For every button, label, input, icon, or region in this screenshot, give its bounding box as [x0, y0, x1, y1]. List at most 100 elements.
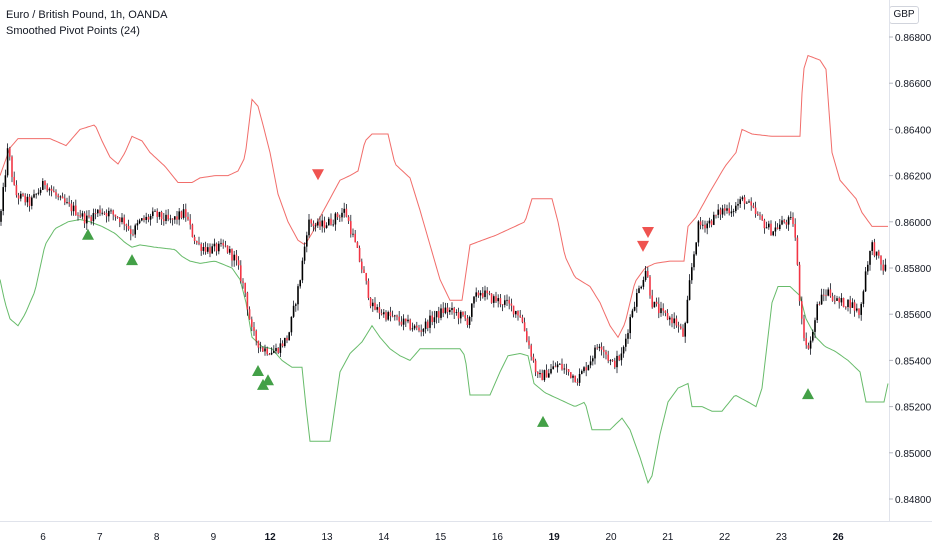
candle-body — [873, 242, 876, 256]
candle-body — [26, 196, 29, 203]
candle-body — [345, 208, 348, 217]
candle-body — [796, 237, 799, 265]
time-tick-label: 12 — [265, 532, 277, 543]
candle-body — [356, 242, 359, 248]
candle-body — [831, 296, 834, 301]
candle-body — [169, 218, 172, 220]
time-tick-label: 8 — [154, 532, 160, 543]
candle-body — [563, 368, 565, 370]
candle-body — [853, 302, 856, 311]
time-tick-label: 14 — [378, 532, 390, 543]
candle-body — [660, 308, 662, 314]
candle-body — [262, 347, 264, 352]
candle-body — [42, 181, 44, 190]
candle-body — [616, 355, 618, 368]
candle-body — [277, 348, 279, 353]
candle-body — [543, 370, 546, 381]
candle-body — [387, 312, 389, 320]
candle-body — [453, 308, 455, 313]
candle-body — [259, 347, 262, 349]
time-tick-label: 6 — [40, 532, 46, 543]
candle-body — [405, 318, 407, 322]
time-axis[interactable]: 6 7 8 9 12 13 14 15 16 19 20 21 22 23 26 — [0, 521, 932, 544]
candle-body — [829, 289, 832, 297]
candle-body — [640, 286, 642, 289]
candle-body — [706, 223, 708, 229]
candle-body — [812, 331, 814, 341]
candle-body — [268, 354, 271, 355]
time-tick-label: 9 — [211, 532, 217, 543]
candle-body — [233, 254, 235, 261]
candle-body — [664, 310, 667, 313]
candle-body — [279, 343, 282, 353]
candle-body — [116, 216, 119, 218]
symbol-title[interactable]: Euro / British Pound, 1h, OANDA — [6, 9, 168, 21]
candle-body — [189, 219, 191, 225]
candle-body — [473, 296, 475, 304]
candle-body — [662, 308, 664, 311]
candle-body — [867, 264, 869, 272]
candle-body — [779, 224, 781, 229]
candle-body — [567, 369, 570, 373]
candle-body — [365, 273, 367, 281]
candle-body — [290, 316, 293, 333]
candle-body — [255, 330, 257, 341]
candle-body — [105, 212, 108, 217]
candle-body — [532, 356, 535, 361]
candle-body — [281, 343, 284, 347]
price-axis[interactable]: 0.86800 0.86600 0.86400 0.86200 0.86000 0.858… — [889, 0, 932, 521]
candle-body — [845, 306, 847, 308]
candle-body — [598, 346, 601, 349]
candle-body — [427, 321, 429, 328]
candle-body — [499, 298, 502, 305]
candle-body — [253, 327, 255, 331]
candle-body — [378, 307, 381, 314]
candle-body — [158, 212, 161, 217]
candle-body — [222, 242, 224, 246]
price-tick-label: 0.85600 — [895, 310, 932, 321]
candle-body — [882, 264, 884, 271]
candle-body — [83, 213, 86, 224]
candle-body — [471, 303, 473, 317]
candle-body — [321, 220, 323, 227]
candle-body — [721, 208, 724, 215]
indicator-legend[interactable]: Smoothed Pivot Points (24) — [6, 25, 140, 37]
pivot-high-marker — [642, 226, 654, 238]
candle-body — [880, 255, 882, 265]
candle-body — [600, 346, 603, 350]
candle-body — [416, 325, 418, 328]
candle-body — [145, 216, 147, 220]
price-tick-label: 0.86600 — [895, 79, 932, 90]
candle-body — [460, 311, 462, 319]
candle-body — [644, 270, 647, 280]
candle-body — [50, 188, 53, 191]
candle-body — [275, 348, 277, 352]
candle-body — [785, 222, 788, 225]
pivot-low-line — [0, 218, 889, 485]
candle-body — [686, 299, 689, 323]
candle-body — [237, 260, 240, 266]
candle-body — [638, 288, 640, 293]
candle-body — [317, 221, 319, 226]
price-tick-label: 0.85400 — [895, 356, 932, 367]
candle-body — [160, 212, 163, 220]
candle-body — [878, 251, 880, 256]
candle-body — [0, 210, 2, 222]
candle-body — [435, 311, 438, 318]
candle-body — [526, 331, 528, 341]
candle-body — [33, 194, 35, 198]
candle-body — [99, 209, 101, 214]
candle-body — [772, 231, 774, 236]
candle-body — [266, 348, 268, 355]
candle-body — [286, 337, 288, 341]
candle-body — [147, 216, 150, 220]
candle-body — [182, 209, 185, 218]
candle-body — [825, 295, 827, 297]
candle-body — [209, 247, 211, 254]
candle-body — [627, 333, 629, 339]
price-tick-label: 0.85000 — [895, 449, 932, 460]
candle-body — [127, 226, 130, 230]
candle-body — [611, 360, 614, 362]
candle-body — [394, 315, 396, 317]
